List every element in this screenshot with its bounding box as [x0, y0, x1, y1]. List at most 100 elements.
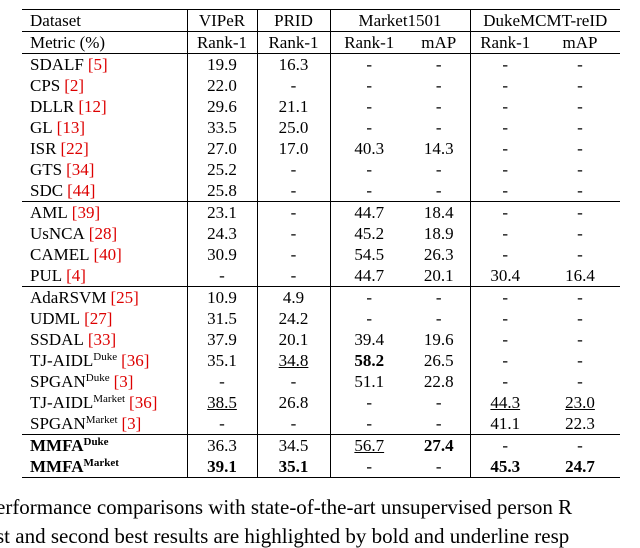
value-text: - [577, 351, 583, 370]
value-cell: 19.6 [408, 329, 471, 350]
value-cell: 27.0 [187, 138, 258, 159]
value-cell: 16.3 [257, 53, 331, 75]
value-text: 58.2 [354, 351, 385, 370]
data-row: MMFAMarket 39.1 35.1 - - 45.3 24.7 [22, 456, 620, 478]
value-text: - [577, 160, 583, 179]
method-cell: UDML [27] [22, 308, 188, 329]
value-cell: 18.9 [408, 223, 471, 244]
citation: [5] [87, 55, 108, 74]
value-cell: 22.3 [540, 413, 620, 435]
value-cell: - [470, 371, 540, 392]
citation: [40] [93, 245, 122, 264]
citation: [36] [129, 393, 158, 412]
value-text: 36.3 [207, 436, 237, 455]
value-text: - [435, 118, 442, 137]
method-cell: GL [13] [22, 117, 188, 138]
value-text: 56.7 [354, 436, 385, 455]
value-text: 29.6 [207, 97, 237, 116]
method-cell: MMFAMarket [22, 456, 188, 478]
method-name: UDML [30, 309, 81, 328]
value-cell: - [330, 53, 408, 75]
value-cell: 30.4 [470, 265, 540, 287]
value-text: - [435, 76, 442, 95]
value-cell: - [187, 371, 258, 392]
value-text: 25.0 [278, 118, 309, 137]
header-cell: Dataset [22, 9, 188, 32]
value-cell: 4.9 [257, 286, 331, 308]
value-text: - [290, 224, 297, 243]
value-cell: - [330, 392, 408, 413]
value-text: - [290, 76, 297, 95]
citation: [4] [66, 266, 86, 285]
value-cell: 34.5 [257, 434, 331, 456]
value-text: 17.0 [278, 139, 309, 158]
data-row: AdaRSVM [25] 10.9 4.9 - - - - [22, 286, 620, 308]
results-table: Dataset VIPeR PRID Market1501 DukeMCMT-reID M… [22, 9, 620, 478]
method-cell: ISR [22] [22, 138, 188, 159]
value-text: 54.5 [354, 245, 385, 264]
value-cell: - [540, 434, 620, 456]
value-cell: 24.2 [257, 308, 331, 329]
value-cell: - [470, 138, 540, 159]
value-text: - [366, 55, 373, 74]
value-cell: - [408, 159, 471, 180]
value-cell: 25.0 [257, 117, 331, 138]
value-cell: 41.1 [470, 413, 540, 435]
value-text: - [577, 372, 583, 391]
value-text: - [577, 330, 583, 349]
value-cell: 17.0 [257, 138, 331, 159]
value-cell: - [540, 180, 620, 202]
value-text: 14.3 [423, 139, 454, 158]
value-cell: - [540, 371, 620, 392]
value-text: 24.7 [565, 457, 595, 476]
value-cell: - [540, 159, 620, 180]
value-cell: 37.9 [187, 329, 258, 350]
value-text: - [502, 436, 509, 455]
value-text: - [502, 55, 509, 74]
value-cell: - [330, 117, 408, 138]
data-row: GL [13] 33.5 25.0 - - - - [22, 117, 620, 138]
data-row: MMFADuke 36.3 34.5 56.7 27.4 - - [22, 434, 620, 456]
value-text: - [290, 245, 297, 264]
method-name: UsNCA [30, 224, 85, 243]
value-text: - [366, 118, 373, 137]
header-cell: DukeMCMT-reID [470, 9, 620, 32]
value-text: 16.4 [565, 266, 595, 285]
value-text: 24.3 [207, 224, 237, 243]
value-cell: 20.1 [408, 265, 471, 287]
citation: [36] [121, 351, 150, 370]
method-cell: CPS [2] [22, 75, 188, 96]
value-cell: 45.2 [330, 223, 408, 244]
value-text: 41.1 [490, 414, 521, 433]
value-cell: 58.2 [330, 350, 408, 371]
value-text: - [502, 245, 509, 264]
value-cell: - [408, 286, 471, 308]
citation: [39] [71, 203, 101, 222]
method-cell: CAMEL [40] [22, 244, 188, 265]
citation: [34] [66, 160, 95, 179]
value-text: - [435, 457, 442, 476]
metric-cell: mAP [562, 33, 598, 52]
value-text: - [502, 160, 509, 179]
value-cell: - [257, 223, 331, 244]
value-text: - [366, 160, 373, 179]
value-cell: - [470, 350, 540, 371]
value-cell: - [470, 96, 540, 117]
data-row: CAMEL [40] 30.9 - 54.5 26.3 - - [22, 244, 620, 265]
value-cell: - [330, 308, 408, 329]
value-text: 30.4 [490, 266, 521, 285]
value-cell: 26.8 [257, 392, 331, 413]
value-cell: - [540, 244, 620, 265]
value-cell: 56.7 [330, 434, 408, 456]
method-superscript: Duke [85, 372, 110, 384]
value-text: 30.9 [207, 245, 237, 264]
header-row: Dataset VIPeR PRID Market1501 DukeMCMT-reID [22, 9, 620, 32]
value-text: 26.8 [278, 393, 309, 412]
method-name: CPS [30, 76, 61, 95]
method-superscript: Market [93, 393, 126, 405]
value-text: - [366, 288, 373, 307]
value-cell: 10.9 [187, 286, 258, 308]
data-row: SSDAL [33] 37.9 20.1 39.4 19.6 - - [22, 329, 620, 350]
value-text: 35.1 [207, 351, 237, 370]
value-cell: - [330, 456, 408, 478]
